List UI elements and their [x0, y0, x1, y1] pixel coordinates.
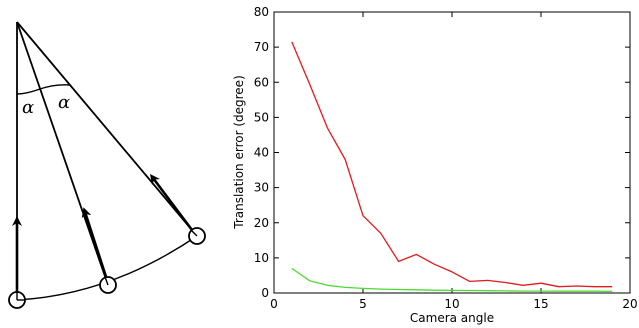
x-axis-label: Camera angle: [410, 311, 494, 325]
y-tick-label: 80: [254, 5, 269, 19]
camera-center-3-axis: [190, 229, 198, 237]
y-tick-label: 10: [254, 251, 269, 265]
translation-error-chart: 0 5 10 15 20 0 10 20 30 40 50 60 70 80 Camera angle T…: [232, 5, 638, 325]
x-tick-label: 15: [533, 297, 548, 311]
series-line-1: [291, 41, 613, 288]
series-layer: [291, 41, 613, 293]
ray-right: [16, 21, 198, 237]
y-tick-label: 40: [254, 146, 269, 160]
direction-arrow-3: [150, 174, 197, 235]
angle-label-2: α: [58, 92, 70, 113]
camera-diagram: α α: [8, 21, 206, 309]
y-tick-label: 30: [254, 181, 269, 195]
ray-middle: [16, 21, 109, 286]
y-tick-label: 0: [261, 286, 269, 300]
angle-label-1: α: [22, 97, 34, 118]
series-line-2: [291, 267, 613, 293]
axis-ticks: 0 5 10 15 20 0 10 20 30 40 50 60 70 80: [254, 5, 638, 311]
x-tick-label: 5: [359, 297, 367, 311]
angle-arc-1: [16, 88, 41, 95]
angle-arc-2: [39, 84, 71, 90]
y-tick-label: 60: [254, 75, 269, 89]
plot-area: [273, 11, 631, 294]
y-tick-label: 20: [254, 216, 269, 230]
x-tick-label: 10: [444, 297, 459, 311]
y-tick-label: 70: [254, 40, 269, 54]
direction-arrow-2: [81, 207, 110, 284]
y-axis-label: Translation error (degree): [232, 75, 246, 229]
x-tick-label: 0: [270, 297, 278, 311]
y-tick-label: 50: [254, 110, 269, 124]
camera-center-2-axis: [104, 276, 109, 286]
x-tick-label: 20: [622, 297, 637, 311]
